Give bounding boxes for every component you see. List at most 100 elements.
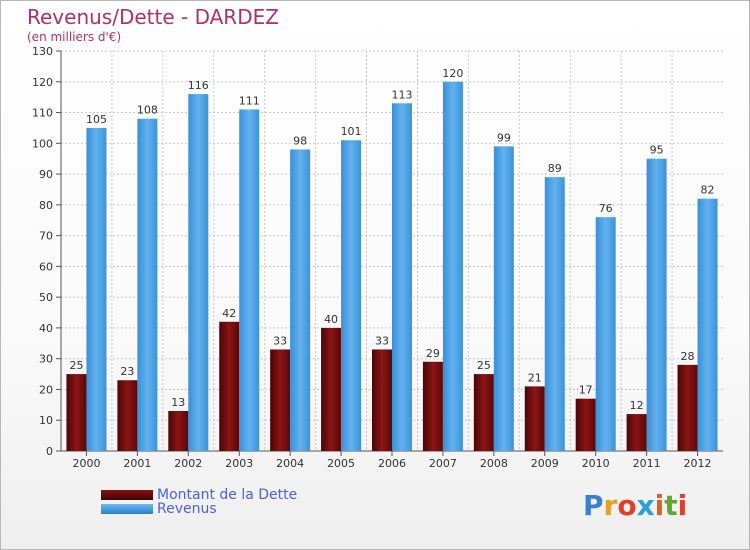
bar-revenus-2010 — [595, 217, 616, 451]
legend-item-revenus: Revenus — [101, 501, 217, 517]
label-revenus-2000: 105 — [86, 113, 107, 126]
y-tick-label-20: 20 — [39, 383, 53, 396]
x-tick-label-2006: 2006 — [378, 457, 406, 470]
x-tick-label-2008: 2008 — [480, 457, 508, 470]
label-dette-2005: 40 — [324, 313, 338, 326]
logo-letter-4: i — [654, 489, 665, 522]
bar-dette-2008 — [473, 374, 494, 451]
bar-dette-2010 — [575, 398, 596, 451]
y-tick-label-90: 90 — [39, 168, 53, 181]
bar-revenus-2008 — [493, 146, 514, 451]
label-dette-2006: 33 — [375, 334, 389, 347]
label-revenus-2010: 76 — [599, 202, 613, 215]
logo-letter-2: o — [617, 489, 637, 522]
legend-swatch-revenus — [101, 504, 153, 514]
data-labels: 25 105 23 108 13 116 42 111 33 98 40 101 33 113 29 120 2… — [69, 67, 714, 412]
bar-revenus-2000 — [86, 127, 107, 451]
y-tick-label-100: 100 — [32, 137, 53, 150]
y-tick-label-70: 70 — [39, 230, 53, 243]
label-revenus-2011: 95 — [650, 144, 664, 157]
bar-revenus-2012 — [697, 198, 718, 451]
bar-revenus-2007 — [442, 81, 463, 452]
x-tick-label-2000: 2000 — [72, 457, 100, 470]
bar-dette-2006 — [372, 349, 392, 451]
label-revenus-2005: 101 — [341, 125, 362, 138]
x-tick-label-2011: 2011 — [633, 457, 661, 470]
bar-revenus-2002 — [188, 94, 209, 452]
bar-dette-2003 — [219, 321, 240, 451]
y-tick-label-60: 60 — [39, 260, 53, 273]
label-dette-2000: 25 — [69, 359, 83, 372]
label-revenus-2006: 113 — [392, 88, 413, 101]
label-dette-2010: 17 — [579, 384, 593, 397]
label-dette-2001: 23 — [120, 365, 134, 378]
label-revenus-2009: 89 — [548, 162, 562, 175]
bar-dette-2002 — [168, 411, 189, 451]
bars — [66, 81, 718, 452]
x-tick-label-2010: 2010 — [582, 457, 610, 470]
bar-chart: 0 10 20 30 40 50 60 70 80 90 100 110 120 130 2000 2001 2… — [32, 45, 723, 470]
bar-dette-2000 — [66, 374, 87, 451]
bar-dette-2007 — [422, 361, 443, 451]
x-tick-label-2005: 2005 — [327, 457, 355, 470]
bar-revenus-2005 — [341, 140, 362, 451]
bar-dette-2004 — [270, 349, 291, 451]
label-dette-2012: 28 — [681, 350, 695, 363]
chart-title: Revenus/Dette - DARDEZ — [27, 5, 279, 29]
label-revenus-2004: 98 — [293, 134, 307, 147]
x-tick-label-2012: 2012 — [684, 457, 712, 470]
logo-letter-1: r — [603, 489, 618, 522]
legend-label-revenus: Revenus — [157, 501, 217, 517]
bar-revenus-2001 — [137, 118, 158, 451]
label-revenus-2003: 111 — [239, 94, 260, 107]
bar-revenus-2011 — [646, 158, 667, 451]
label-dette-2003: 42 — [222, 307, 236, 320]
y-tick-label-130: 130 — [32, 45, 53, 58]
bar-dette-2012 — [677, 364, 698, 451]
logo-letter-0: P — [583, 489, 604, 522]
bar-revenus-2003 — [239, 109, 260, 451]
logo-letter-6: i — [677, 489, 688, 522]
grid-lines — [61, 50, 723, 452]
y-tick-label-40: 40 — [39, 322, 53, 335]
x-tick-label-2009: 2009 — [531, 457, 559, 470]
label-revenus-2002: 116 — [188, 79, 209, 92]
legend-item-dette: Montant de la Dette — [101, 487, 297, 503]
bar-dette-2005 — [321, 327, 342, 451]
bar-revenus-2009 — [544, 177, 565, 451]
label-revenus-2012: 82 — [701, 184, 715, 197]
label-revenus-2008: 99 — [497, 131, 511, 144]
legend-swatch-dette — [101, 490, 153, 500]
x-tick-label-2003: 2003 — [225, 457, 253, 470]
bar-dette-2009 — [524, 386, 545, 451]
bar-revenus-2006 — [392, 103, 412, 452]
legend-label-dette: Montant de la Dette — [157, 487, 298, 503]
y-tick-label-110: 110 — [32, 107, 53, 120]
y-tick-label-120: 120 — [32, 76, 53, 89]
logo-letter-3: x — [636, 489, 655, 522]
y-tick-label-80: 80 — [39, 199, 53, 212]
label-revenus-2007: 120 — [442, 67, 463, 80]
x-tick-label-2002: 2002 — [174, 457, 202, 470]
x-tick-label-2007: 2007 — [429, 457, 457, 470]
label-dette-2007: 29 — [426, 347, 440, 360]
label-dette-2008: 25 — [477, 359, 491, 372]
bar-revenus-2004 — [290, 149, 311, 451]
label-dette-2002: 13 — [171, 396, 185, 409]
y-tick-label-0: 0 — [46, 445, 53, 458]
y-tick-label-50: 50 — [39, 291, 53, 304]
label-dette-2009: 21 — [528, 371, 542, 384]
x-tick-label-2001: 2001 — [123, 457, 151, 470]
y-tick-label-30: 30 — [39, 353, 53, 366]
y-tick-label-10: 10 — [39, 414, 53, 427]
bar-dette-2001 — [117, 380, 138, 451]
proxiti-logo: Proxiti — [583, 489, 687, 522]
x-tick-label-2004: 2004 — [276, 457, 304, 470]
label-revenus-2001: 108 — [137, 104, 158, 117]
bar-dette-2011 — [626, 414, 647, 451]
label-dette-2004: 33 — [273, 334, 287, 347]
logo-letter-5: t — [664, 489, 678, 522]
label-dette-2011: 12 — [630, 399, 644, 412]
chart-subtitle: (en milliers d'€) — [27, 30, 122, 44]
